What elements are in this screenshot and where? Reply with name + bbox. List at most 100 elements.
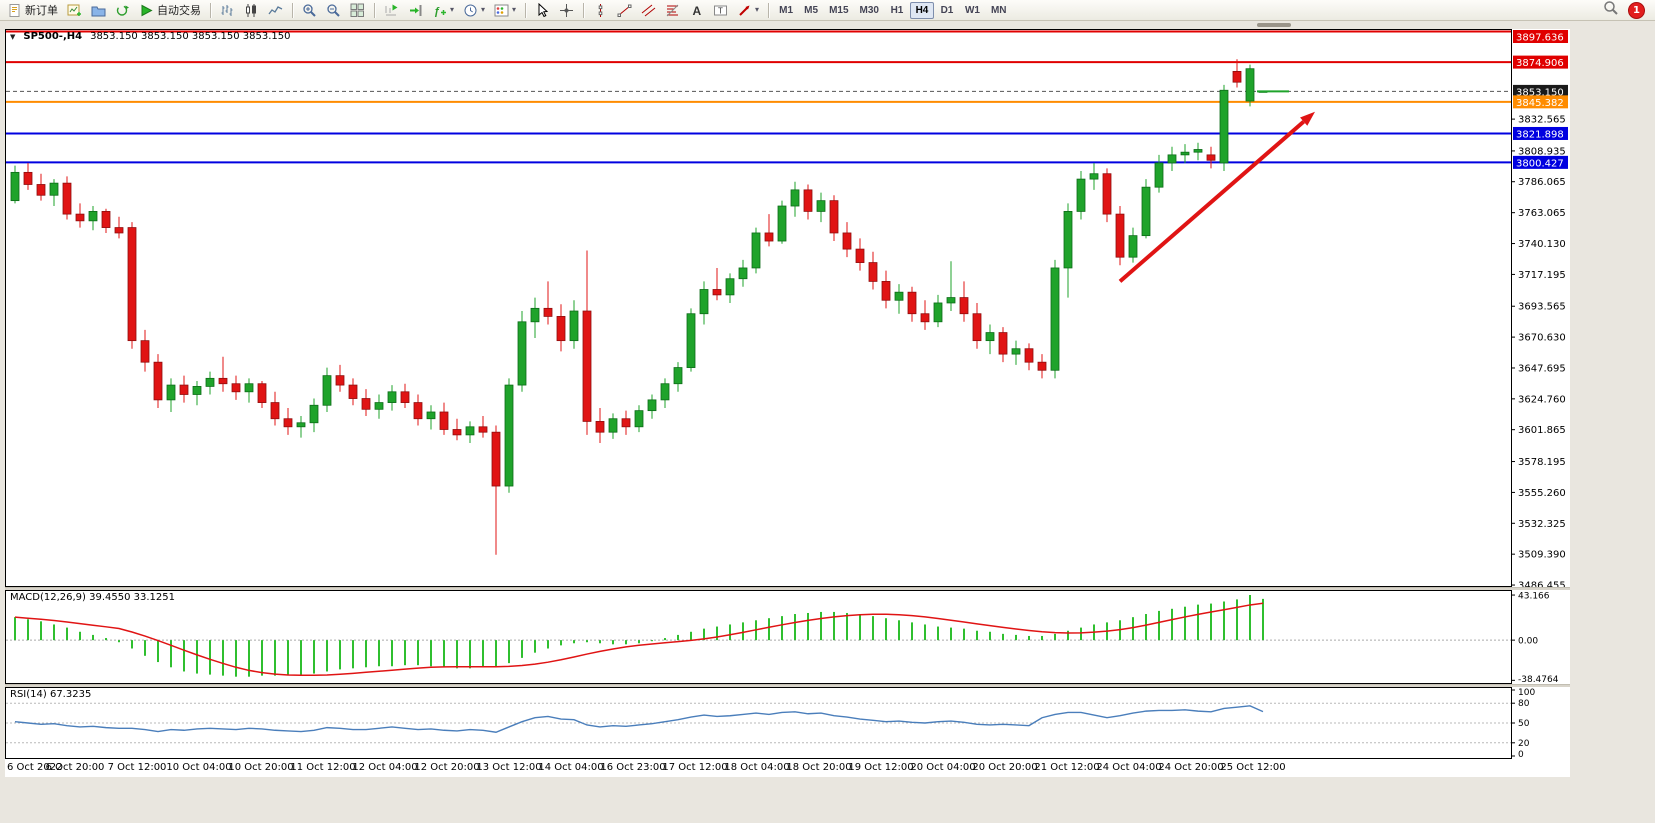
label-button[interactable]: T	[709, 1, 732, 20]
notification-badge[interactable]: 1	[1628, 1, 1645, 19]
search-icon[interactable]	[1603, 0, 1619, 20]
trendline-button[interactable]	[613, 1, 636, 20]
profiles-icon	[91, 3, 106, 18]
svg-text:-38.4764: -38.4764	[1518, 675, 1559, 684]
svg-text:3693.565: 3693.565	[1518, 302, 1566, 313]
text-button[interactable]: A	[685, 1, 708, 20]
main-toolbar: 新订单 自动交易	[0, 0, 1655, 21]
chart-scrollbar[interactable]	[5, 22, 1512, 28]
time-axis-label: 12 Oct 04:00	[352, 762, 418, 773]
time-axis-label: 24 Oct 20:00	[1158, 762, 1224, 773]
channel-icon	[641, 3, 656, 18]
svg-text:3509.390: 3509.390	[1518, 550, 1566, 561]
rsi-label: RSI(14) 67.3235	[10, 689, 92, 700]
crosshair-icon	[559, 3, 574, 18]
chevron-down-icon: ▾	[481, 5, 486, 14]
line-chart-button[interactable]	[264, 1, 287, 20]
bar-chart-button[interactable]	[216, 1, 239, 20]
toolbar-separator	[292, 2, 293, 18]
time-axis-label: 7 Oct 12:00	[107, 762, 167, 773]
time-axis-label: 10 Oct 04:00	[166, 762, 232, 773]
auto-scroll-button[interactable]	[380, 1, 403, 20]
timeframe-button-m30[interactable]: M30	[855, 2, 884, 19]
time-axis-label: 11 Oct 12:00	[290, 762, 356, 773]
new-order-button[interactable]: 新订单	[3, 1, 62, 20]
chart-shift-button[interactable]	[404, 1, 427, 20]
auto-scroll-icon	[384, 3, 399, 18]
tile-windows-button[interactable]	[346, 1, 369, 20]
time-axis-label: 6 Oct 20:00	[45, 762, 105, 773]
panel-splitter[interactable]	[5, 684, 1570, 687]
timeframe-button-h1[interactable]: H1	[885, 2, 909, 19]
candlestick-chart-icon	[244, 3, 259, 18]
periods-button[interactable]: ▾	[459, 1, 489, 20]
arrows-button[interactable]: ▾	[733, 1, 763, 20]
vertical-line-button[interactable]	[589, 1, 612, 20]
collapse-triangle-icon[interactable]: ▼	[10, 32, 16, 41]
periods-clock-icon	[463, 3, 478, 18]
arrow-tool-icon	[737, 3, 752, 18]
chart-area: ▼ SP500-,H4 3853.150 3853.150 3853.150 3…	[5, 29, 1570, 777]
new-chart-icon	[67, 3, 82, 18]
vertical-line-icon	[593, 3, 608, 18]
new-chart-button[interactable]	[63, 1, 86, 20]
templates-button[interactable]: ▾	[490, 1, 520, 20]
timeframe-button-m5[interactable]: M5	[799, 2, 823, 19]
chart-title-row: ▼ SP500-,H4 3853.150 3853.150 3853.150 3…	[10, 31, 290, 42]
macd-panel: MACD(12,26,9) 39.4550 33.1251 43.166 0.00…	[5, 590, 1570, 684]
crosshair-button[interactable]	[555, 1, 578, 20]
indicators-button[interactable]: ƒ ▾	[428, 1, 458, 20]
time-axis-label: 25 Oct 12:00	[1220, 762, 1286, 773]
zoom-out-button[interactable]	[322, 1, 345, 20]
timeframe-button-mn[interactable]: MN	[986, 2, 1012, 19]
fibonacci-button[interactable]	[661, 1, 684, 20]
macd-canvas[interactable]: 43.166 0.00 -38.4764	[5, 590, 1570, 684]
profiles-button[interactable]	[87, 1, 110, 20]
refresh-button[interactable]	[111, 1, 134, 20]
main-chart-panel: ▼ SP500-,H4 3853.150 3853.150 3853.150 3…	[5, 29, 1570, 587]
panel-splitter[interactable]	[5, 587, 1570, 590]
channel-button[interactable]	[637, 1, 660, 20]
time-axis-label: 10 Oct 20:00	[228, 762, 294, 773]
toolbar-separator	[525, 2, 527, 18]
svg-text:3647.695: 3647.695	[1518, 363, 1566, 374]
cursor-button[interactable]	[531, 1, 554, 20]
indicators-icon: ƒ	[432, 3, 447, 18]
time-axis[interactable]: 6 Oct 2022 6 Oct 20:00 7 Oct 12:00 10 Oct 0…	[5, 759, 1570, 777]
autotrade-button[interactable]: 自动交易	[135, 1, 205, 20]
svg-text:3786.065: 3786.065	[1518, 177, 1566, 188]
cursor-icon	[535, 2, 550, 18]
zoom-in-icon	[302, 3, 317, 18]
time-axis-label: 19 Oct 12:00	[848, 762, 914, 773]
svg-text:3808.935: 3808.935	[1518, 146, 1566, 157]
svg-text:A: A	[693, 4, 702, 18]
timeframe-button-h4[interactable]: H4	[909, 1, 934, 19]
svg-text:ƒ: ƒ	[434, 5, 440, 17]
svg-text:3763.065: 3763.065	[1518, 208, 1566, 219]
svg-text:50: 50	[1518, 719, 1530, 729]
zoom-out-icon	[326, 3, 341, 18]
ohlc-readout: 3853.150 3853.150 3853.150 3853.150	[90, 31, 291, 42]
toolbar-separator	[768, 2, 770, 18]
zoom-in-button[interactable]	[298, 1, 321, 20]
toolbar-right-group: 1	[1603, 0, 1652, 20]
candlestick-chart-button[interactable]	[240, 1, 263, 20]
timeframe-button-m1[interactable]: M1	[774, 2, 798, 19]
label-icon: T	[713, 3, 728, 18]
svg-text:80: 80	[1518, 699, 1530, 709]
svg-text:0: 0	[1518, 750, 1524, 759]
time-axis-label: 20 Oct 20:00	[972, 762, 1038, 773]
timeframe-button-d1[interactable]: D1	[935, 2, 959, 19]
chart-scrollbar-thumb[interactable]	[1257, 23, 1291, 27]
svg-text:43.166: 43.166	[1518, 592, 1550, 602]
line-chart-icon	[268, 3, 283, 18]
timeframe-button-m15[interactable]: M15	[824, 2, 853, 19]
time-axis-label: 18 Oct 04:00	[724, 762, 790, 773]
svg-text:3578.195: 3578.195	[1518, 457, 1566, 468]
main-chart-canvas[interactable]: 3832.565 3808.935 3786.065 3763.065 3740.130…	[5, 29, 1570, 587]
timeframe-button-w1[interactable]: W1	[960, 2, 985, 19]
svg-text:3897.636: 3897.636	[1516, 33, 1564, 44]
svg-text:3800.427: 3800.427	[1516, 158, 1564, 169]
